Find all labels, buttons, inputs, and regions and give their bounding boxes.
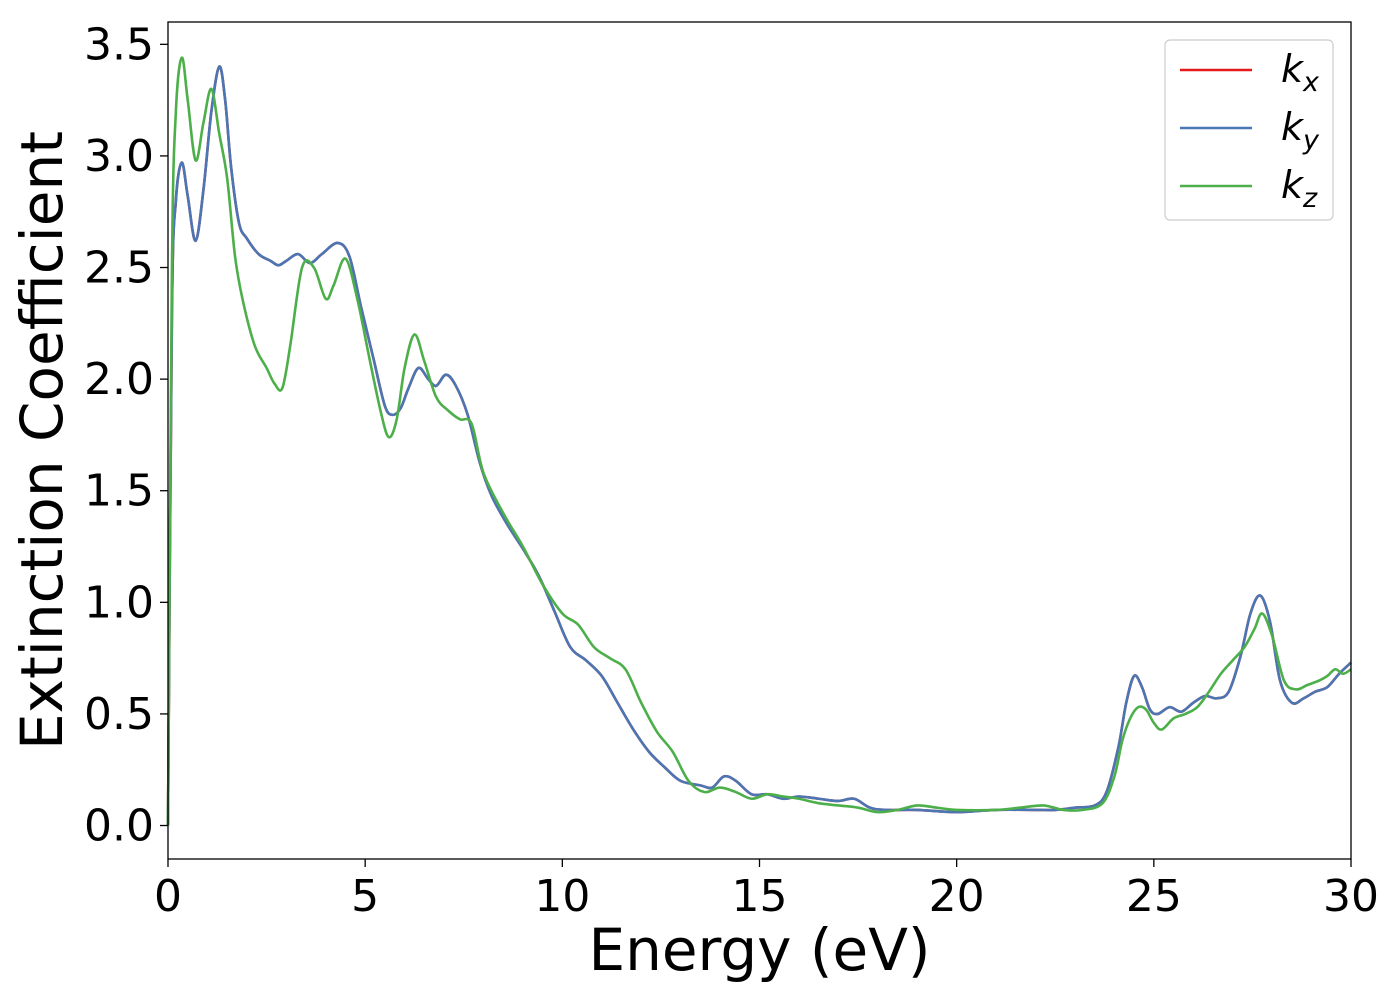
plot-background — [168, 22, 1351, 859]
y-tick-label: 2.5 — [84, 243, 154, 294]
y-tick-label: 1.5 — [84, 466, 154, 517]
y-axis-label: Extinction Coefficient — [8, 131, 76, 750]
x-axis-label: Energy (eV) — [588, 916, 930, 984]
x-tick-label: 5 — [351, 871, 379, 922]
legend-label-ky: ky — [1281, 105, 1320, 156]
x-axis: 0 5 10 15 20 25 30 — [154, 859, 1379, 922]
x-tick-label: 25 — [1126, 871, 1182, 922]
x-tick-label: 20 — [929, 871, 985, 922]
y-tick-label: 3.0 — [84, 131, 154, 182]
legend-label-kx: kx — [1281, 47, 1320, 98]
legend-frame — [1164, 39, 1334, 221]
legend-label-kz: kz — [1281, 163, 1318, 214]
legend: kx ky kz — [1164, 39, 1334, 221]
x-tick-label: 0 — [154, 871, 182, 922]
y-tick-label: 2.0 — [84, 354, 154, 405]
y-tick-label: 0.5 — [84, 689, 154, 740]
series-line-kz — [166, 56, 1352, 826]
y-axis: 0.0 0.5 1.0 1.5 2.0 2.5 3.0 3.5 — [84, 19, 168, 852]
series-layer — [166, 56, 1352, 826]
x-tick-label: 30 — [1323, 871, 1379, 922]
y-tick-label: 1.0 — [84, 577, 154, 628]
x-tick-label: 15 — [732, 871, 788, 922]
y-tick-label: 3.5 — [84, 19, 154, 70]
y-tick-label: 0.0 — [84, 801, 154, 852]
x-tick-label: 10 — [534, 871, 590, 922]
series-line-ky — [166, 65, 1352, 826]
